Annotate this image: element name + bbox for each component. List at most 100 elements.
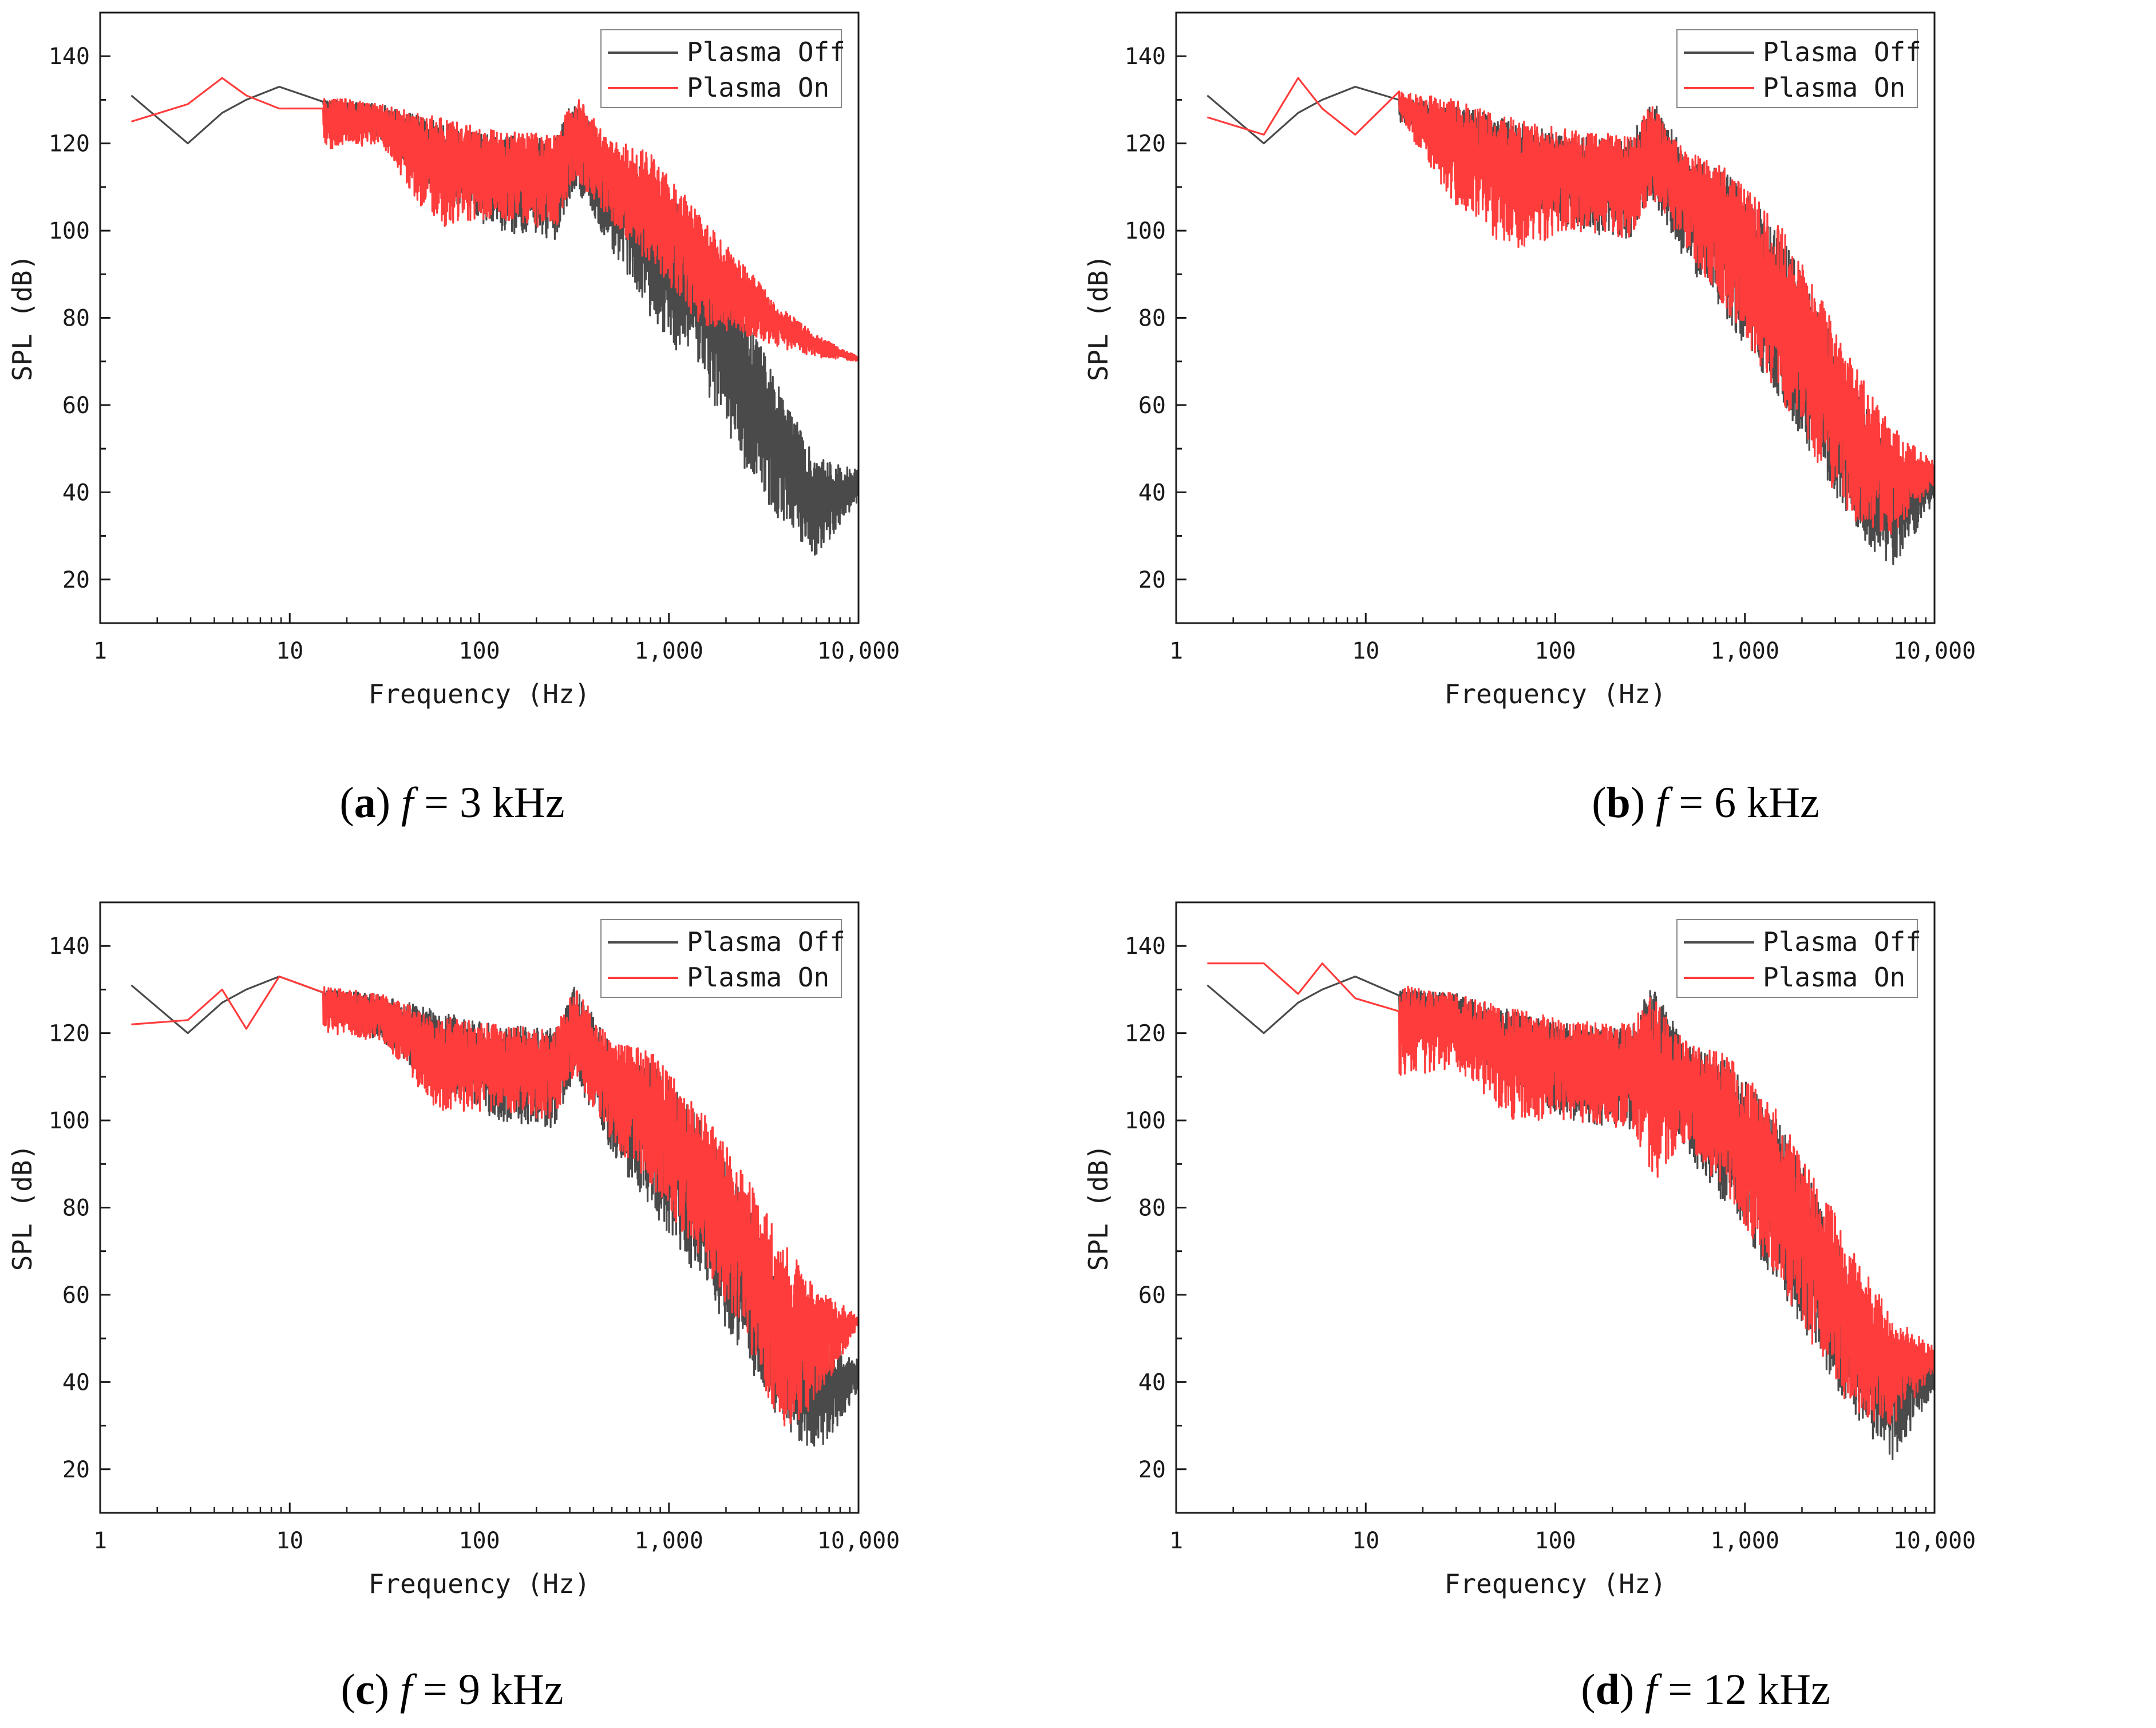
x-axis-label: Frequency (Hz) <box>1445 1568 1667 1599</box>
y-tick-label: 40 <box>62 479 90 506</box>
x-tick-label: 10,000 <box>817 1528 900 1554</box>
caption-d-rest: = 12 kHz <box>1668 1666 1830 1714</box>
legend-label: Plasma Off <box>1763 37 1921 68</box>
x-tick-label: 100 <box>458 638 500 664</box>
plot-area <box>1206 77 1935 565</box>
x-tick-label: 1 <box>1169 1528 1183 1554</box>
chart-panel-d: 20 40 60 80 100 120 140 1 10 100 1,000 10,000 Freque… <box>1076 890 2152 1645</box>
y-tick-label: 40 <box>1138 479 1166 506</box>
y-tick-label: 40 <box>1138 1369 1166 1396</box>
caption-b-var: f <box>1656 779 1668 827</box>
x-tick-label: 100 <box>1534 1528 1576 1554</box>
y-tick-label: 60 <box>1138 1282 1166 1309</box>
y-tick-label: 80 <box>62 1195 90 1222</box>
y-tick-label: 40 <box>62 1369 90 1396</box>
plot-area <box>130 77 859 556</box>
x-tick-label: 10 <box>276 1528 303 1554</box>
x-tick-label: 10 <box>1352 638 1379 664</box>
y-tick-label: 140 <box>49 933 90 960</box>
chart-svg-b: 20 40 60 80 100 120 140 1 10 100 1,000 10,000 Freque… <box>1083 11 1976 710</box>
y-tick-label: 20 <box>62 567 90 593</box>
x-tick-label: 10 <box>1352 1528 1379 1554</box>
y-tick-label: 120 <box>1125 1021 1166 1047</box>
y-axis-label: SPL (dB) <box>7 255 38 382</box>
y-tick-label: 60 <box>62 1282 90 1309</box>
caption-b: (b) f = 6 kHz <box>1592 779 1819 827</box>
x-tick-label: 1 <box>1169 638 1183 664</box>
legend-label: Plasma Off <box>687 926 845 957</box>
y-tick-label: 60 <box>62 393 90 419</box>
y-tick-label: 60 <box>1138 393 1166 419</box>
chart-panel-c: 20 40 60 80 100 120 140 1 10 100 1,000 10,000 Freque… <box>0 890 1076 1645</box>
plot-area <box>130 976 859 1447</box>
x-axis-label: Frequency (Hz) <box>369 679 591 710</box>
legend: Plasma Off Plasma On <box>600 919 845 998</box>
legend-label: Plasma On <box>687 962 829 993</box>
x-axis-label: Frequency (Hz) <box>369 1568 591 1599</box>
y-tick-label: 100 <box>1125 1108 1166 1134</box>
y-tick-label: 140 <box>1125 933 1166 960</box>
series-line-plasma-on <box>1206 77 1935 535</box>
x-tick-label: 10 <box>276 638 303 664</box>
caption-b-letter: b <box>1606 779 1631 827</box>
legend-label: Plasma Off <box>687 37 845 68</box>
caption-a-letter: a <box>354 779 376 827</box>
y-tick-label: 140 <box>1125 43 1166 70</box>
x-tick-label: 100 <box>1534 638 1576 664</box>
legend-box <box>600 29 842 108</box>
caption-c-var: f <box>399 1666 412 1714</box>
legend: Plasma Off Plasma On <box>600 29 845 108</box>
legend: Plasma Off Plasma On <box>1676 919 1921 998</box>
legend-label: Plasma On <box>1763 962 1905 993</box>
y-tick-label: 20 <box>1138 1457 1166 1483</box>
series-line-plasma-on <box>1207 962 1935 1425</box>
series-line-plasma-on <box>131 976 859 1426</box>
chart-panel-b: 20 40 60 80 100 120 140 1 10 100 1,000 10,000 Freque… <box>1076 0 2152 755</box>
x-tick-label: 1,000 <box>1711 638 1779 664</box>
caption-c: (c) f = 9 kHz <box>341 1666 564 1714</box>
legend-label: Plasma On <box>1763 72 1905 103</box>
x-tick-label: 1,000 <box>635 638 703 664</box>
y-axis-label: SPL (dB) <box>1083 255 1114 382</box>
y-tick-label: 100 <box>1125 218 1166 244</box>
chart-panel-a: 20 40 60 80 100 120 140 1 10 100 1,000 10,000 Freque… <box>0 0 1076 755</box>
chart-svg-a: 20 40 60 80 100 120 140 1 10 100 1,000 10,000 Freque… <box>7 11 900 710</box>
x-tick-label: 1,000 <box>635 1528 703 1554</box>
y-tick-label: 100 <box>49 1108 90 1134</box>
chart-svg-d: 20 40 60 80 100 120 140 1 10 100 1,000 10,000 Freque… <box>1083 901 1976 1599</box>
chart-svg-c: 20 40 60 80 100 120 140 1 10 100 1,000 10,000 Freque… <box>7 901 900 1599</box>
caption-c-rest: = 9 kHz <box>423 1666 564 1714</box>
y-tick-label: 20 <box>62 1457 90 1483</box>
y-tick-label: 20 <box>1138 567 1166 593</box>
x-tick-label: 100 <box>458 1528 500 1554</box>
x-tick-label: 1 <box>93 638 107 664</box>
legend-label: Plasma On <box>687 72 829 103</box>
y-tick-label: 140 <box>49 43 90 70</box>
y-tick-label: 80 <box>62 306 90 332</box>
y-axis-label: SPL (dB) <box>1083 1144 1114 1271</box>
legend-box <box>1676 29 1918 108</box>
plot-area <box>1206 962 1935 1461</box>
caption-d: (d) f = 12 kHz <box>1581 1666 1830 1714</box>
y-tick-label: 80 <box>1138 306 1166 332</box>
caption-c-letter: c <box>355 1666 375 1714</box>
caption-d-var: f <box>1645 1666 1657 1714</box>
caption-b-rest: = 6 kHz <box>1679 779 1819 827</box>
caption-d-letter: d <box>1595 1666 1620 1714</box>
y-tick-label: 100 <box>49 218 90 244</box>
series-line-plasma-on <box>130 77 859 362</box>
caption-a-rest: = 3 kHz <box>424 779 565 827</box>
legend-label: Plasma Off <box>1763 926 1921 957</box>
x-tick-label: 10,000 <box>817 638 900 664</box>
x-tick-label: 1,000 <box>1711 1528 1779 1554</box>
y-tick-label: 120 <box>1125 131 1166 157</box>
x-tick-label: 10,000 <box>1893 1528 1976 1554</box>
legend-box <box>600 919 842 998</box>
y-tick-label: 120 <box>49 131 90 157</box>
x-axis-label: Frequency (Hz) <box>1445 679 1667 710</box>
x-tick-label: 10,000 <box>1893 638 1976 664</box>
legend-box <box>1676 919 1918 998</box>
y-tick-label: 120 <box>49 1021 90 1047</box>
legend: Plasma Off Plasma On <box>1676 29 1921 108</box>
caption-a-var: f <box>401 779 414 827</box>
